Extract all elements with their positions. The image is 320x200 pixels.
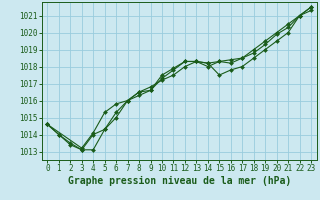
X-axis label: Graphe pression niveau de la mer (hPa): Graphe pression niveau de la mer (hPa) [68,176,291,186]
